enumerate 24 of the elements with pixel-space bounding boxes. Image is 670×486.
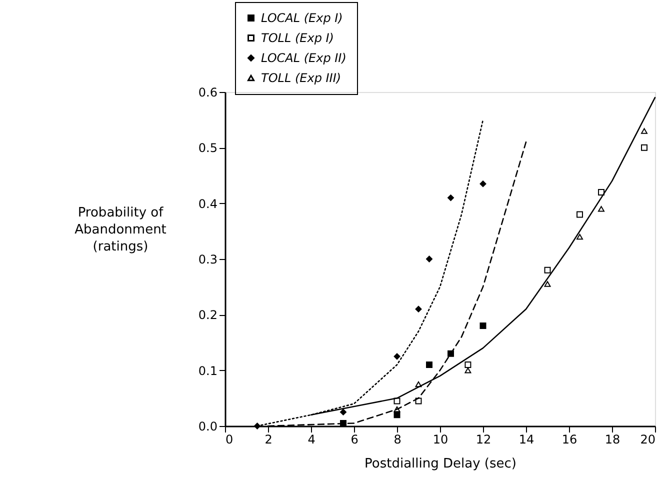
x-tick-label: 6 [350, 432, 358, 446]
x-tick-label: 18 [604, 432, 620, 446]
legend-label: LOCAL (Exp II) [261, 51, 346, 65]
x-tick-label: 8 [394, 432, 402, 446]
x-tick-label: 14 [518, 432, 534, 446]
x-tick-label: 16 [562, 432, 578, 446]
y-axis-title: Probability of Abandonment (ratings) [74, 206, 166, 254]
legend-label: LOCAL (Exp I) [261, 11, 343, 25]
x-tick-label: 10 [432, 432, 448, 446]
x-tick-label: 20 [640, 432, 656, 446]
x-axis-title: Postdialling Delay (sec) [364, 456, 516, 472]
y-tick-label: 0.4 [198, 196, 218, 211]
x-tick-label: 4 [308, 432, 316, 446]
x-tick-label: 2 [264, 432, 272, 446]
x-tick-label: 12 [476, 432, 492, 446]
y-tick-label: 0.2 [198, 308, 218, 322]
legend-label: TOLL (Exp III) [261, 71, 342, 85]
y-tick-label: 0.3 [198, 252, 218, 266]
y-tick-label: 0.1 [198, 364, 218, 378]
legend-label: TOLL (Exp I) [261, 31, 334, 45]
y-tick-label: 0.0 [198, 420, 218, 434]
y-tick-label: 0.5 [198, 141, 218, 156]
x-tick-label: 0 [226, 432, 234, 446]
y-tick-label: 0.6 [198, 86, 218, 100]
